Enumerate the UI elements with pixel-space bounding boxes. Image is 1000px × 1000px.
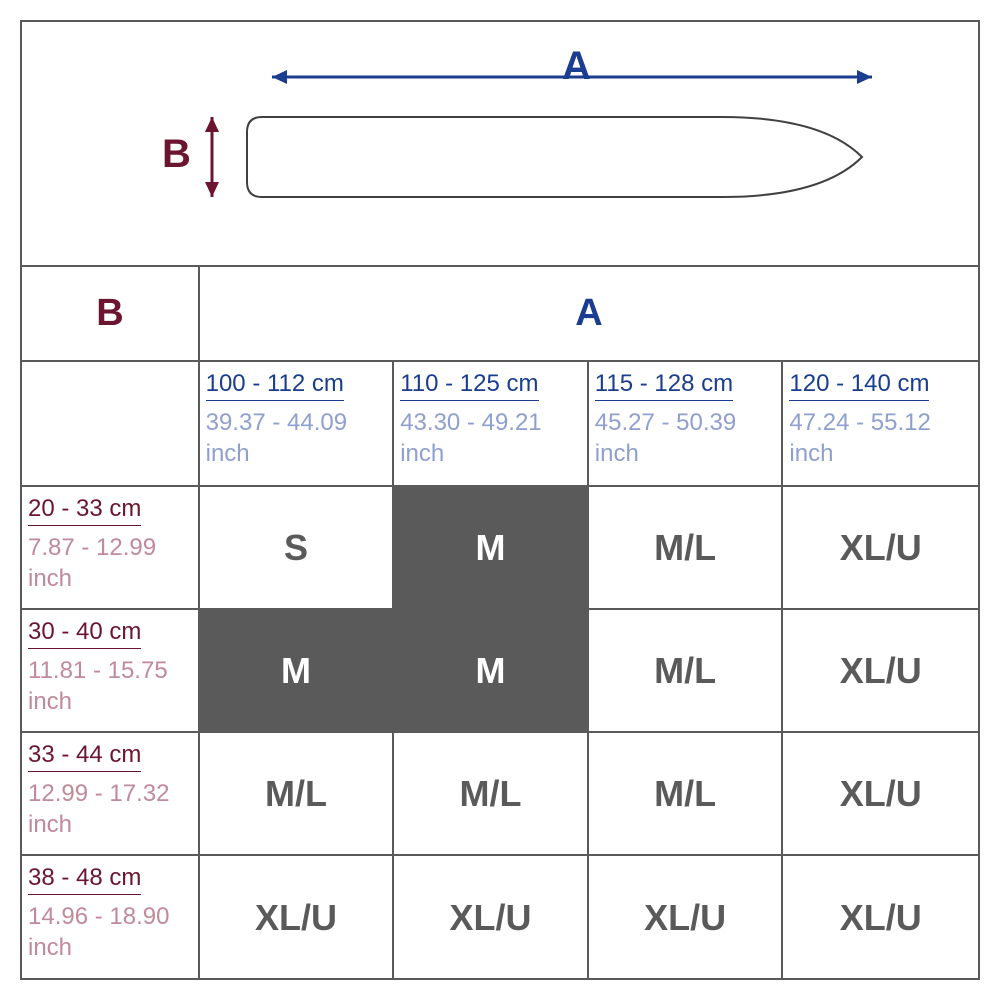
a-axis-header: A bbox=[200, 267, 978, 360]
row-cm-label: 38 - 48 cm bbox=[28, 864, 141, 895]
size-cell: M/L bbox=[589, 733, 784, 854]
size-cell: XL/U bbox=[783, 856, 978, 979]
row-range-header: 30 - 40 cm 11.81 - 15.75 inch bbox=[22, 610, 200, 731]
size-cell: XL/U bbox=[589, 856, 784, 979]
row-range-header: 33 - 44 cm 12.99 - 17.32 inch bbox=[22, 733, 200, 854]
col-cm-label: 120 - 140 cm bbox=[789, 370, 929, 401]
row-cm-label: 33 - 44 cm bbox=[28, 741, 141, 772]
diagram-label-a: A bbox=[562, 44, 591, 89]
size-cell: M/L bbox=[200, 733, 395, 854]
b-arrow-top bbox=[205, 117, 219, 132]
col-inch-label: 47.24 - 55.12 inch bbox=[789, 407, 972, 469]
col-cm-label: 110 - 125 cm bbox=[400, 370, 538, 401]
size-cell: XL/U bbox=[783, 610, 978, 731]
size-cell: XL/U bbox=[394, 856, 589, 979]
table-row: 20 - 33 cm 7.87 - 12.99 inchSMM/LXL/U bbox=[22, 487, 978, 610]
row-inch-label: 11.81 - 15.75 inch bbox=[28, 655, 192, 717]
size-cell: M/L bbox=[589, 610, 784, 731]
col-range-1: 110 - 125 cm 43.30 - 49.21 inch bbox=[394, 362, 589, 485]
col-range-3: 120 - 140 cm 47.24 - 55.12 inch bbox=[783, 362, 978, 485]
data-rows-container: 20 - 33 cm7.87 - 12.99 inchSMM/LXL/U30 -… bbox=[22, 487, 978, 979]
row-range-header: 20 - 33 cm 7.87 - 12.99 inch bbox=[22, 487, 200, 608]
axis-header-row: B A bbox=[22, 267, 978, 362]
table-row: 30 - 40 cm11.81 - 15.75 inchMMM/LXL/U bbox=[22, 610, 978, 733]
row-range-header: 38 - 48 cm 14.96 - 18.90 inch bbox=[22, 856, 200, 979]
row-inch-label: 14.96 - 18.90 inch bbox=[28, 901, 192, 963]
col-range-2: 115 - 128 cm 45.27 - 50.39 inch bbox=[589, 362, 784, 485]
size-cell: M bbox=[394, 487, 589, 608]
size-cell: XL/U bbox=[200, 856, 395, 979]
table-row: 33 - 44 cm12.99 - 17.32 inchM/LM/LM/LXL/… bbox=[22, 733, 978, 856]
size-cell: XL/U bbox=[783, 733, 978, 854]
table-row: 38 - 48 cm14.96 - 18.90 inchXL/UXL/UXL/U… bbox=[22, 856, 978, 979]
col-range-0: 100 - 112 cm 39.37 - 44.09 inch bbox=[200, 362, 395, 485]
size-chart: A B B A 100 - 112 cm 39.37 - 44.09 inch … bbox=[20, 20, 980, 980]
size-cell: M/L bbox=[394, 733, 589, 854]
empty-corner-cell bbox=[22, 362, 200, 485]
size-cell: S bbox=[200, 487, 395, 608]
diagram-panel: A B bbox=[22, 22, 978, 267]
col-inch-label: 43.30 - 49.21 inch bbox=[400, 407, 581, 469]
size-cell: M bbox=[394, 610, 589, 731]
row-inch-label: 7.87 - 12.99 inch bbox=[28, 532, 192, 594]
col-inch-label: 45.27 - 50.39 inch bbox=[595, 407, 776, 469]
board-shape bbox=[247, 117, 862, 197]
a-arrow-right bbox=[857, 70, 872, 84]
row-inch-label: 12.99 - 17.32 inch bbox=[28, 778, 192, 840]
row-cm-label: 30 - 40 cm bbox=[28, 618, 141, 649]
b-axis-header: B bbox=[22, 267, 200, 360]
row-cm-label: 20 - 33 cm bbox=[28, 495, 141, 526]
size-cell: M/L bbox=[589, 487, 784, 608]
col-inch-label: 39.37 - 44.09 inch bbox=[206, 407, 387, 469]
b-arrow-bottom bbox=[205, 182, 219, 197]
size-cell: XL/U bbox=[783, 487, 978, 608]
column-range-row: 100 - 112 cm 39.37 - 44.09 inch 110 - 12… bbox=[22, 362, 978, 487]
col-cm-label: 100 - 112 cm bbox=[206, 370, 344, 401]
size-cell: M bbox=[200, 610, 395, 731]
a-arrow-left bbox=[272, 70, 287, 84]
diagram-label-b: B bbox=[162, 132, 191, 177]
col-cm-label: 115 - 128 cm bbox=[595, 370, 733, 401]
